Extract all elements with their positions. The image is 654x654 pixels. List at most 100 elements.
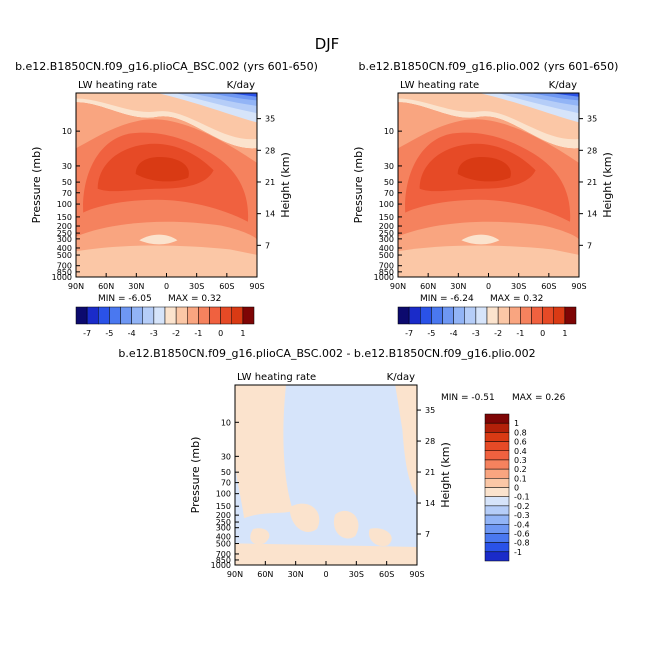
y2-tick-label: 14 [587, 210, 597, 219]
colorbar-label: 1 [240, 329, 245, 338]
colorbar-swatch [209, 306, 221, 325]
colorbar-swatch [531, 306, 543, 325]
contour-band [395, 385, 417, 497]
plot-area [235, 385, 417, 565]
x-tick-label: 0 [164, 282, 169, 291]
y2-tick-label: 7 [265, 241, 270, 250]
panel-title: b.e12.B1850CN.f09_g16.plio.002 (yrs 601-… [359, 60, 619, 73]
colorbar-label: -4 [128, 329, 136, 338]
y-tick-label: 50 [384, 178, 394, 187]
x-tick-label: 30N [450, 282, 466, 291]
y-axis-label: Pressure (mb) [352, 147, 365, 224]
y-tick-label: 500 [57, 251, 72, 260]
y-tick-label: 70 [384, 189, 394, 198]
colorbar-label: -7 [83, 329, 91, 338]
y-tick-label: 250 [379, 229, 394, 238]
x-tick-label: 30N [128, 282, 144, 291]
y2-axis-label: Height (km) [439, 442, 452, 508]
y-tick-label: 150 [379, 213, 394, 222]
x-tick-label: 30S [189, 282, 204, 291]
colorbar-label: 1 [514, 419, 519, 428]
units-label: K/day [387, 372, 415, 383]
colorbar-swatch [175, 306, 188, 325]
y-tick-label: 200 [216, 511, 231, 520]
variable-label: LW heating rate [237, 372, 316, 383]
y-tick-label: 10 [221, 418, 231, 427]
y-tick-label: 700 [57, 262, 72, 271]
colorbar-label: -1 [194, 329, 202, 338]
colorbar-label: -5 [427, 329, 435, 338]
colorbar-swatch [484, 487, 510, 497]
contour-band [135, 156, 189, 182]
x-tick-label: 90S [409, 570, 424, 579]
colorbar-swatch [142, 306, 155, 325]
colorbar-label: 0.8 [514, 428, 527, 437]
contour-band [228, 93, 257, 97]
colorbar-swatch [553, 306, 566, 325]
colorbar-swatch [509, 306, 521, 325]
colorbar-label: -5 [105, 329, 113, 338]
colorbar-swatch [408, 306, 421, 325]
y-tick-label: 400 [379, 244, 394, 253]
y-tick-label: 10 [384, 127, 394, 136]
colorbar-swatch [231, 306, 244, 325]
y-tick-label: 400 [57, 244, 72, 253]
units-label: K/day [549, 80, 577, 91]
x-tick-label: 60N [420, 282, 436, 291]
colorbar-label: -0.3 [514, 511, 530, 520]
y-tick-label: 850 [216, 556, 231, 565]
colorbar-swatch [453, 306, 466, 325]
colorbar-swatch [109, 306, 121, 325]
y-tick-label: 150 [216, 502, 231, 511]
y-tick-label: 70 [62, 189, 72, 198]
y-tick-label: 400 [216, 533, 231, 542]
y2-tick-label: 7 [587, 241, 592, 250]
colorbar-label: -0.1 [514, 493, 530, 502]
colorbar-label: -1 [514, 548, 522, 557]
y2-tick-label: 14 [425, 499, 435, 508]
colorbar-swatch [242, 306, 255, 325]
contour-band [76, 102, 257, 163]
colorbar-swatch [153, 306, 166, 325]
x-tick-label: 0 [323, 570, 328, 579]
colorbar-swatch [484, 450, 510, 461]
y-tick-label: 300 [216, 524, 231, 533]
colorbar-swatch [120, 306, 132, 325]
x-tick-label: 60S [541, 282, 556, 291]
contour-band [457, 156, 511, 182]
min-label: MIN = -6.24 [420, 294, 474, 304]
y2-axis-label: Height (km) [279, 152, 292, 218]
x-tick-label: 90N [68, 282, 84, 291]
colorbar-swatch [442, 306, 454, 325]
x-tick-label: 90N [390, 282, 406, 291]
contour-band [398, 102, 579, 163]
y-tick-label: 850 [57, 268, 72, 277]
colorbar-swatch [198, 306, 210, 325]
colorbar-swatch [75, 306, 88, 325]
colorbar-label: -0.8 [514, 539, 530, 548]
colorbar-label: 0.3 [514, 456, 527, 465]
y-tick-label: 1000 [52, 273, 72, 282]
variable-label: LW heating rate [400, 80, 479, 91]
contour-band [289, 503, 320, 532]
y-tick-label: 250 [216, 518, 231, 527]
contour-band [235, 385, 294, 519]
colorbar-swatch [484, 524, 510, 534]
y-tick-label: 200 [57, 222, 72, 231]
colorbar-swatch [131, 306, 144, 325]
colorbar-swatch [484, 459, 510, 470]
colorbar-label: 0 [218, 329, 223, 338]
contour-band [333, 510, 359, 539]
colorbar-label: -7 [405, 329, 413, 338]
y2-tick-label: 35 [425, 406, 435, 415]
plot-area [76, 93, 257, 277]
min-label: MIN = -0.51 [441, 393, 495, 403]
y2-tick-label: 28 [587, 146, 597, 155]
y-tick-label: 500 [216, 540, 231, 549]
x-tick-label: 90S [571, 282, 586, 291]
colorbar-swatch [431, 306, 443, 325]
contour-band [250, 528, 270, 545]
y2-tick-label: 35 [265, 115, 275, 124]
colorbar-label: -0.4 [514, 520, 530, 529]
max-label: MAX = 0.32 [168, 294, 221, 304]
